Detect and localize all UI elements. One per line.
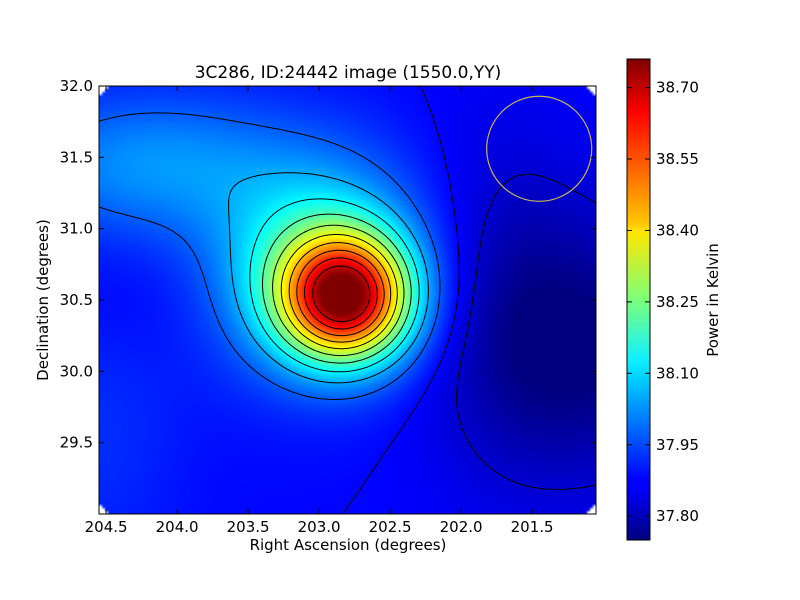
y-tick-label: 31.5 bbox=[60, 148, 93, 166]
contour-line bbox=[280, 233, 398, 350]
colorbar-label: Power in Kelvin bbox=[704, 243, 722, 357]
contour-line bbox=[262, 213, 412, 364]
x-tick-label: 204.5 bbox=[85, 518, 128, 536]
y-tick-label: 32.0 bbox=[60, 77, 93, 95]
x-axis: 204.5 204.0 203.5 203.0 202.5 202.0 201.5 bbox=[85, 86, 554, 536]
x-tick-label: 204.0 bbox=[156, 518, 199, 536]
colorbar-tick-label: 37.80 bbox=[656, 507, 699, 525]
y-tick-label: 30.0 bbox=[60, 362, 93, 380]
colorbar-tick-label: 37.95 bbox=[656, 436, 699, 454]
contour-line bbox=[228, 172, 429, 384]
colorbar-tick-label: 38.70 bbox=[656, 79, 699, 97]
x-tick-label: 203.5 bbox=[227, 518, 270, 536]
y-tick-label: 29.5 bbox=[60, 434, 93, 452]
contour-line bbox=[304, 257, 378, 330]
contour-line bbox=[456, 173, 596, 490]
x-tick-label: 202.5 bbox=[369, 518, 412, 536]
colorbar-tick-label: 38.10 bbox=[656, 364, 699, 382]
x-tick-label: 202.0 bbox=[440, 518, 483, 536]
contour-line bbox=[312, 265, 371, 323]
heatmap-image bbox=[99, 86, 596, 514]
chart-title: 3C286, ID:24442 image (1550.0,YY) bbox=[195, 63, 502, 83]
contour-line bbox=[288, 242, 392, 343]
x-axis-label: Right Ascension (degrees) bbox=[250, 536, 447, 554]
y-axis-label: Declination (degrees) bbox=[34, 219, 52, 381]
y-axis: 29.5 30.0 30.5 31.0 31.5 32.0 bbox=[60, 77, 596, 452]
contour-line bbox=[342, 86, 460, 514]
colorbar-tick-label: 38.55 bbox=[656, 150, 699, 168]
y-tick-label: 31.0 bbox=[60, 220, 93, 238]
colorbar-tick-label: 38.25 bbox=[656, 293, 699, 311]
x-tick-label: 201.5 bbox=[511, 518, 554, 536]
contour-line bbox=[99, 112, 441, 400]
x-tick-label: 203.0 bbox=[298, 518, 341, 536]
beam-circle bbox=[486, 95, 593, 202]
plot-area bbox=[98, 85, 597, 515]
colorbar-ticks: 37.80 37.95 38.10 38.25 38.40 38.55 38.70 bbox=[627, 79, 699, 525]
contour-line bbox=[296, 249, 385, 337]
contour-line bbox=[249, 198, 420, 373]
colorbar-bar bbox=[626, 58, 651, 541]
colorbar: 37.80 37.95 38.10 38.25 38.40 38.55 38.70 Powe… bbox=[626, 58, 722, 541]
contour-lines bbox=[99, 86, 596, 514]
y-tick-label: 30.5 bbox=[60, 291, 93, 309]
contour-line bbox=[272, 224, 405, 357]
colorbar-tick-label: 38.40 bbox=[656, 221, 699, 239]
